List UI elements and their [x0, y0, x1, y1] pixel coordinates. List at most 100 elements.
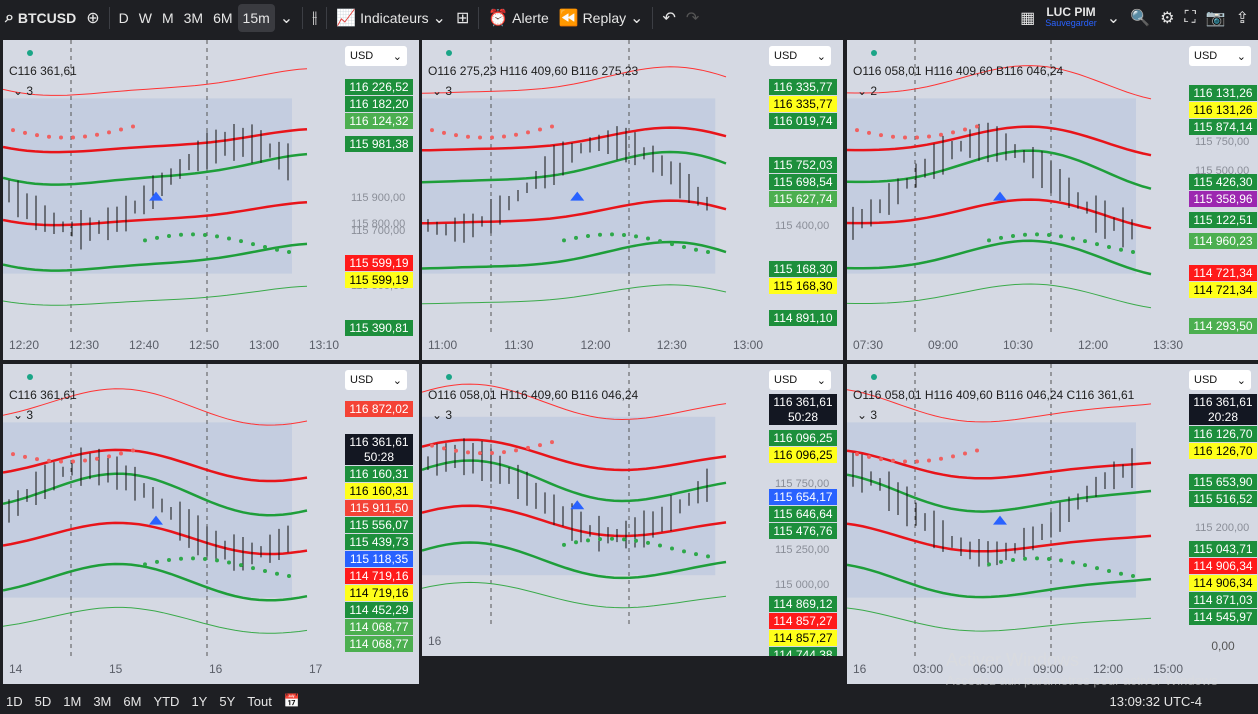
time-axis-label: 15:00 — [1153, 662, 1184, 676]
sar-dot — [634, 234, 638, 239]
price-plot[interactable] — [847, 40, 1187, 332]
layout-select-button[interactable]: ▦ — [1015, 4, 1040, 32]
divider — [302, 7, 304, 29]
fullscreen-button[interactable]: ⛶ — [1179, 4, 1200, 32]
indicators-button[interactable]: 📈 Indicateurs ⌄ — [331, 4, 451, 32]
alert-button[interactable]: ⏰ Alerte — [483, 4, 553, 32]
calendar-range-button[interactable]: 📅 — [278, 693, 306, 709]
magnifier-icon: 🔍 — [1130, 10, 1151, 27]
sar-dot — [891, 134, 895, 139]
range-3m[interactable]: 3M — [93, 693, 112, 709]
price-plot[interactable] — [3, 40, 343, 332]
interval-3m[interactable]: 3M — [183, 10, 204, 26]
range-1d[interactable]: 1D — [6, 693, 23, 709]
price-axis-label: 115 400,00 — [775, 220, 830, 232]
sar-dot — [1023, 556, 1027, 561]
status-dot-icon — [444, 48, 454, 58]
sar-dot — [867, 130, 871, 135]
range-1y[interactable]: 1Y — [191, 693, 208, 709]
replay-button[interactable]: ⏪ Replay ⌄ — [554, 4, 649, 32]
interval-dropdown[interactable]: ⌄ — [275, 4, 298, 32]
quick-search-button[interactable]: 🔍 — [1125, 4, 1155, 32]
price-tag: 115 358,96 — [1189, 191, 1257, 207]
sar-dot — [646, 236, 650, 241]
currency-select[interactable]: USD ⌄ — [769, 46, 831, 66]
watermark-subtitle: Accédez aux paramètres pour activer Wind… — [946, 673, 1218, 688]
range-5d[interactable]: 5D — [34, 693, 52, 709]
price-tag: 116 124,32 — [345, 113, 413, 129]
chart-panel-4[interactable]: C116 361,61 ⌄ 3 USD ⌄ 116 872,02 116 361,61 50… — [3, 364, 419, 684]
chart-panel-2[interactable]: O116 275,23 H116 409,60 B116 275,23 ⌄ 3 US… — [422, 40, 843, 360]
currency-select[interactable]: USD ⌄ — [1189, 370, 1251, 390]
price-tag: 116 019,74 — [769, 113, 837, 129]
price-plot[interactable] — [422, 40, 767, 332]
sar-dot — [167, 233, 171, 238]
sar-dot — [11, 452, 15, 457]
account-button[interactable]: LUC PIM Sauvegarder — [1040, 4, 1102, 32]
time-axis-label: 16 — [209, 662, 223, 676]
range-1m[interactable]: 1M — [63, 693, 82, 709]
price-tag: 115 390,81 — [345, 320, 413, 336]
interval-d[interactable]: D — [118, 10, 129, 26]
chart-panel-1[interactable]: C116 361,61 ⌄ 3 USD ⌄ 115 900,00 115 800,00 11… — [3, 40, 419, 360]
indicator-count-toggle[interactable]: ⌄ 3 — [857, 408, 878, 422]
interval-6m[interactable]: 6M — [213, 10, 233, 26]
range-6m[interactable]: 6M — [123, 693, 142, 709]
price-tag: 115 874,14 — [1189, 119, 1257, 135]
share-button[interactable]: ⇪ — [1231, 4, 1254, 32]
sar-dot — [442, 446, 446, 451]
status-dot-icon — [869, 48, 879, 58]
band-fill — [847, 422, 1136, 598]
indicator-count-toggle[interactable]: ⌄ 3 — [432, 408, 453, 422]
divider — [326, 7, 328, 29]
currency-select[interactable]: USD ⌄ — [345, 370, 407, 390]
indicator-count-toggle[interactable]: ⌄ 3 — [432, 84, 453, 98]
sar-dot — [574, 540, 578, 545]
price-axis-label: 115 200,00 — [1195, 522, 1250, 534]
chart-type-button[interactable]: ⫲ — [307, 4, 322, 32]
sar-dot — [215, 234, 219, 239]
clock-display[interactable]: 13:09:32 UTC-4 — [1109, 693, 1203, 709]
currency-select[interactable]: USD ⌄ — [345, 46, 407, 66]
currency-select[interactable]: USD ⌄ — [1189, 46, 1251, 66]
symbol-search[interactable]: ⌕ BTCUSD — [0, 4, 81, 32]
settings-button[interactable]: ⚙ — [1155, 4, 1179, 32]
time-axis-label: 13:10 — [309, 338, 340, 352]
price-plot[interactable] — [422, 364, 767, 628]
range-5y[interactable]: 5Y — [219, 693, 236, 709]
range-ytd[interactable]: YTD — [153, 693, 180, 709]
layouts-button[interactable]: ⊞ — [451, 4, 474, 32]
currency-select[interactable]: USD ⌄ — [769, 370, 831, 390]
range-all[interactable]: Tout — [247, 693, 272, 709]
undo-button[interactable]: ↶ — [657, 4, 680, 32]
indicator-count-toggle[interactable]: ⌄ 3 — [13, 84, 34, 98]
sar-dot — [610, 536, 614, 541]
price-axis-label: 115 250,00 — [775, 544, 830, 556]
screenshot-button[interactable]: 📷 — [1201, 4, 1231, 32]
sar-dot — [927, 134, 931, 139]
account-dropdown[interactable]: ⌄ — [1102, 4, 1125, 32]
chart-panel-5[interactable]: O116 058,01 H116 409,60 B116 046,24 ⌄ 3 US… — [422, 364, 843, 656]
interval-15m[interactable]: 15m — [237, 4, 275, 32]
price-tag: 115 426,30 — [1189, 174, 1257, 190]
price-tag: 116 160,31 — [345, 466, 413, 482]
upper-band-thin — [3, 388, 308, 426]
chart-panel-3[interactable]: O116 058,01 H116 409,60 B116 046,24 ⌄ 2 US… — [847, 40, 1258, 360]
add-symbol-button[interactable]: ⊕ — [81, 4, 104, 32]
redo-button[interactable]: ↷ — [681, 4, 704, 32]
price-plot[interactable] — [3, 364, 343, 656]
chart-panel-6[interactable]: O116 058,01 H116 409,60 B116 046,24 C116… — [847, 364, 1258, 684]
price-plot[interactable] — [847, 364, 1187, 656]
upper-band — [422, 438, 727, 472]
price-tag: 116 160,31 — [345, 483, 413, 499]
sar-dot — [1047, 232, 1051, 237]
indicator-count-toggle[interactable]: ⌄ 3 — [13, 408, 34, 422]
interval-m[interactable]: M — [161, 10, 174, 26]
lower-band-thin — [422, 581, 727, 609]
interval-w[interactable]: W — [138, 10, 152, 26]
indicator-count-toggle[interactable]: ⌄ 2 — [857, 84, 878, 98]
sar-dot — [191, 556, 195, 561]
sar-dot — [155, 235, 159, 240]
sar-dot — [975, 448, 979, 453]
upper-band-thin — [847, 389, 1152, 423]
